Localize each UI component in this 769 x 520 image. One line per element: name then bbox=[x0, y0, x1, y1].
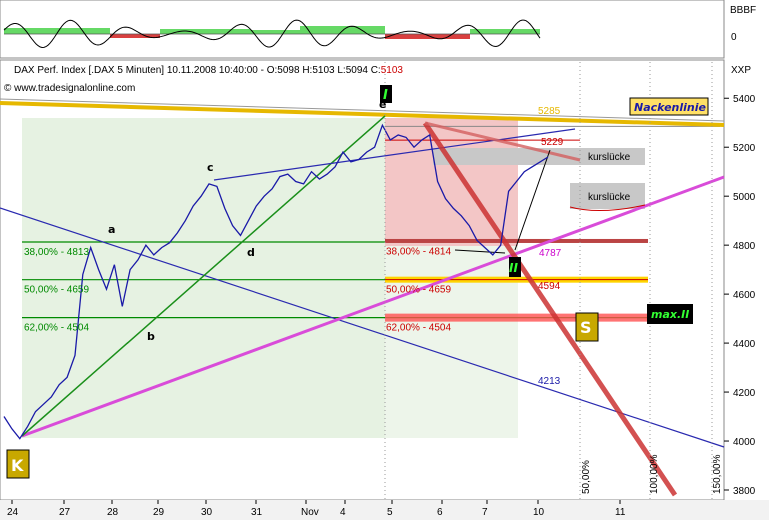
price-line bbox=[3, 123, 549, 440]
x-tick-label: 24 bbox=[7, 507, 19, 518]
x-tick-label: 5 bbox=[387, 507, 393, 518]
osc-fill bbox=[4, 28, 110, 34]
x-tick-label: 27 bbox=[59, 507, 71, 518]
c-e-line bbox=[213, 128, 576, 181]
x-axis-band bbox=[0, 500, 769, 520]
s-box: S bbox=[575, 312, 599, 342]
gap-label-2: kurslücke bbox=[588, 192, 631, 203]
svg-text:max.II: max.II bbox=[651, 308, 689, 321]
gap-label-1: kurslücke bbox=[588, 152, 631, 163]
red-downtrend bbox=[422, 121, 678, 497]
scale-label: XXP bbox=[731, 65, 751, 76]
max-box: max.II bbox=[647, 304, 693, 324]
neckline bbox=[0, 101, 725, 127]
magenta-uptrend bbox=[21, 175, 725, 438]
wave-label-b: b bbox=[147, 330, 155, 343]
y-tick-label: 5200 bbox=[733, 143, 756, 154]
red-shallow bbox=[424, 121, 581, 162]
wave-ii-box: II bbox=[509, 257, 521, 277]
wave-label-d: d bbox=[247, 246, 255, 259]
y-tick-label: 4200 bbox=[733, 388, 756, 399]
y-tick-label: 5000 bbox=[733, 192, 756, 203]
support-band bbox=[385, 313, 648, 322]
arrow-up bbox=[514, 149, 551, 251]
k-box: K bbox=[6, 449, 30, 479]
fib-label-left: 62,00% - 4504 bbox=[24, 323, 89, 334]
svg-text:II: II bbox=[509, 261, 518, 275]
x-tick-label: 4 bbox=[340, 507, 346, 518]
x-tick-label: 30 bbox=[201, 507, 213, 518]
arrow-right bbox=[454, 249, 506, 254]
x-tick-label: Nov bbox=[301, 507, 319, 518]
wave-i-box: I bbox=[380, 85, 392, 103]
vertical-grid bbox=[384, 62, 713, 500]
long-downtrend bbox=[0, 207, 725, 448]
green-zone bbox=[22, 118, 385, 438]
fib-label-left: 50,00% - 4659 bbox=[24, 285, 89, 296]
osc-zero-label: 0 bbox=[731, 32, 737, 43]
neckline-box: Nackenlinie bbox=[629, 97, 709, 116]
x-tick-label: 11 bbox=[615, 507, 626, 518]
oscillator-line bbox=[3, 19, 541, 49]
x-tick-label: 10 bbox=[533, 507, 545, 518]
svg-text:Nackenlinie: Nackenlinie bbox=[634, 101, 707, 114]
x-tick-label: 7 bbox=[482, 507, 488, 518]
y-tick-label: 5400 bbox=[733, 94, 756, 105]
horizontal-levels bbox=[22, 125, 720, 322]
y-tick-label: 4800 bbox=[733, 241, 756, 252]
level-4787: 4787 bbox=[539, 248, 562, 259]
osc-fill bbox=[470, 29, 540, 34]
watermark: © www.tradesignalonline.com bbox=[4, 83, 135, 94]
gap-box-2 bbox=[570, 183, 645, 209]
fib-label-right: 62,00% - 4504 bbox=[386, 323, 451, 334]
fib-labels: 38,00% - 4813 50,00% - 4659 62,00% - 4504 3… bbox=[24, 247, 451, 334]
vpct-50: 50,00% bbox=[581, 460, 592, 494]
x-tick-label: 28 bbox=[107, 507, 119, 518]
fib-label-right: 38,00% - 4814 bbox=[386, 247, 451, 258]
level-5285: 5285 bbox=[538, 106, 561, 117]
osc-fill bbox=[385, 34, 470, 39]
level-5229: 5229 bbox=[541, 137, 564, 148]
level-4213: 4213 bbox=[538, 376, 561, 387]
osc-label: BBBF bbox=[730, 5, 756, 16]
x-axis: 24 27 28 29 30 31 Nov 4 5 6 7 10 11 bbox=[7, 500, 626, 518]
osc-fill bbox=[300, 26, 385, 34]
wave-label-c: c bbox=[207, 161, 214, 174]
svg-text:K: K bbox=[11, 456, 24, 475]
fib-label-left: 38,00% - 4813 bbox=[24, 247, 89, 258]
fib-right-38 bbox=[385, 238, 648, 243]
osc-fill bbox=[110, 34, 160, 38]
neckline-shadow bbox=[0, 98, 725, 122]
gap-box-1 bbox=[433, 148, 645, 165]
wave-label-e: e bbox=[379, 98, 386, 111]
y-tick-label: 4000 bbox=[733, 437, 756, 448]
trend-lines bbox=[0, 98, 725, 497]
y-tick-label: 4400 bbox=[733, 339, 756, 350]
vpct-100: 100,00% bbox=[649, 454, 660, 494]
y-tick-label: 4600 bbox=[733, 290, 756, 301]
fib-label-right: 50,00% - 4659 bbox=[386, 285, 451, 296]
x-tick-label: 6 bbox=[437, 507, 443, 518]
x-tick-label: 29 bbox=[153, 507, 165, 518]
chart-title: DAX Perf. Index [.DAX 5 Minuten] 10.11.2… bbox=[14, 65, 403, 76]
level-4594: 4594 bbox=[538, 281, 561, 292]
svg-text:S: S bbox=[580, 318, 592, 337]
y-axis: 5400 5200 5000 4800 4600 4400 4200 4000 3800 bbox=[724, 94, 756, 497]
osc-fill bbox=[160, 29, 250, 34]
wave-uptrend bbox=[21, 115, 386, 437]
vpct-150: 150,00% bbox=[712, 454, 723, 494]
svg-text:I: I bbox=[383, 88, 388, 103]
gap-underline bbox=[569, 204, 646, 212]
x-tick-label: 31 bbox=[251, 507, 263, 518]
osc-fill bbox=[250, 30, 300, 34]
wave-label-a: a bbox=[108, 223, 115, 236]
oscillator-fills bbox=[4, 26, 540, 39]
y-tick-label: 3800 bbox=[733, 486, 756, 497]
